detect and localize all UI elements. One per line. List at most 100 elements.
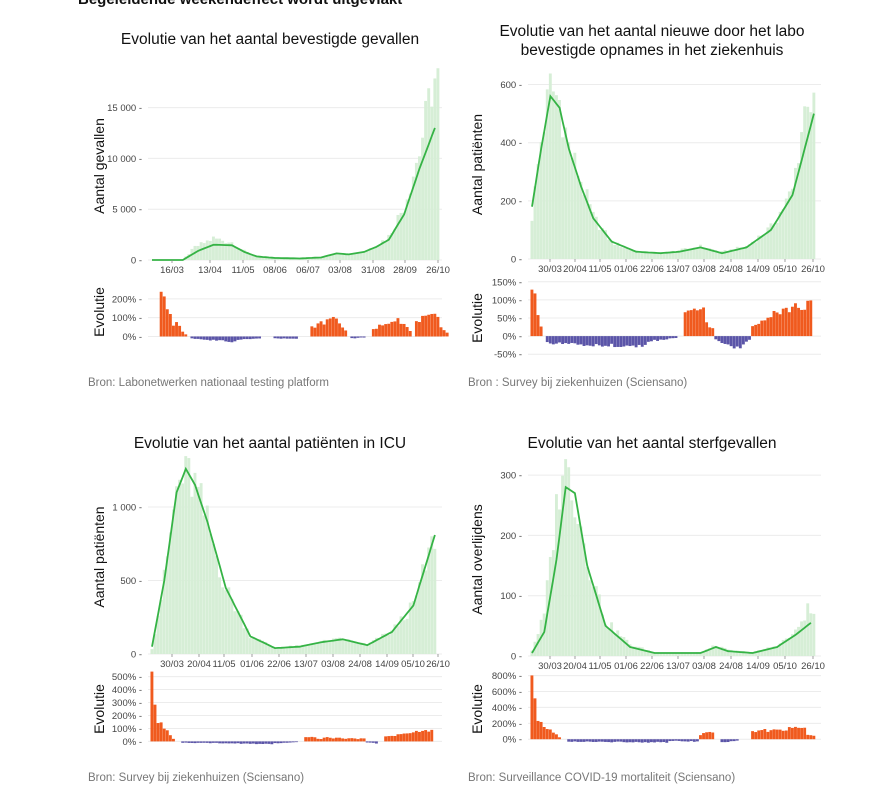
evolution-y-tick-label: -50% - (494, 350, 522, 361)
evolution-bar-positive (683, 312, 687, 337)
x-tick-label: 05/10 (773, 264, 797, 275)
evolution-bar-positive (760, 320, 764, 337)
evolution-bar-positive (165, 730, 169, 742)
data-bar (576, 175, 580, 259)
evolution-y-tick-label: 200% - (492, 719, 522, 730)
x-tick-label: 30/03 (160, 659, 184, 670)
evolution-bar-negative (251, 741, 255, 744)
data-bar (239, 614, 243, 654)
evolution-bar-positive (331, 738, 335, 742)
evolution-bar-negative (285, 741, 289, 743)
x-tick-label: 20/04 (187, 659, 211, 670)
evolution-bar-positive (708, 731, 712, 740)
evolution-bar-negative (738, 336, 742, 349)
data-bar (542, 132, 546, 259)
evolution-bar-negative (604, 739, 607, 742)
data-bar (781, 639, 785, 656)
evolution-bar-negative (732, 739, 736, 742)
evolution-bar-negative (248, 741, 252, 744)
data-bar (594, 586, 598, 656)
evolution-bar-negative (650, 336, 653, 342)
evolution-bar-negative (720, 739, 724, 743)
data-bar (671, 652, 675, 656)
evolution-bar-negative (573, 739, 577, 742)
evolution-bar-negative (735, 336, 739, 347)
smoothed-line (151, 466, 436, 650)
data-bar (396, 214, 400, 260)
data-bar (778, 643, 782, 656)
data-bar (732, 650, 736, 656)
data-bar (772, 225, 776, 259)
evolution-bar-positive (794, 303, 797, 337)
evolution-bar-positive (686, 310, 690, 337)
evolution-bar-negative (650, 739, 653, 743)
data-bar (242, 628, 246, 654)
data-bar (285, 646, 289, 654)
evolution-bar-positive (751, 326, 755, 337)
data-bar (702, 651, 705, 656)
data-bar (656, 252, 660, 259)
evolution-bar-negative (729, 336, 733, 347)
data-bar (797, 163, 800, 259)
evolution-y-tick-label: 200% - (112, 711, 142, 722)
evolution-bar-negative (579, 739, 583, 742)
data-bar (218, 238, 222, 260)
data-bar (665, 652, 669, 656)
evolution-bar-positive (772, 310, 776, 337)
evolution-bar-positive (414, 730, 418, 742)
evolution-bar-positive (399, 734, 403, 742)
x-tick-label: 03/08 (692, 661, 716, 672)
data-bar (414, 162, 418, 260)
data-bar (374, 247, 378, 260)
data-bar (387, 234, 391, 260)
evolution-bar-positive (384, 736, 388, 742)
evolution-bar-negative (671, 336, 675, 339)
data-bar (686, 652, 690, 656)
x-tick-label: 16/03 (160, 265, 184, 276)
data-bar (794, 629, 797, 656)
data-bar (421, 137, 424, 260)
evolution-bar-negative (282, 741, 286, 743)
data-bar (304, 258, 308, 260)
y-tick-label: 1 000 - (112, 503, 142, 514)
data-bar (732, 250, 736, 259)
data-bar (619, 247, 623, 259)
evolution-bar-negative (720, 336, 724, 344)
evolution-bar-negative (643, 336, 647, 345)
x-tick-label: 22/06 (640, 661, 664, 672)
data-bar (251, 255, 255, 260)
evolution-bar-negative (279, 336, 283, 339)
evolution-bar-positive (421, 315, 424, 337)
evolution-y-tick-label: 0% - (502, 332, 522, 343)
evolution-bar-negative (258, 336, 262, 339)
data-bar (156, 615, 160, 654)
data-bar (393, 624, 397, 654)
evolution-bar-positive (790, 306, 794, 337)
data-bar (674, 252, 678, 259)
evolution-bar-positive (310, 326, 314, 337)
source-note-hospital-admissions: Bron : Survey bij ziekenhuizen (Sciensan… (468, 377, 688, 389)
x-tick-label: 14/09 (746, 661, 770, 672)
evolution-bar-negative (616, 336, 620, 347)
x-tick-label: 26/10 (801, 264, 825, 275)
data-bar (640, 647, 644, 656)
evolution-bar-positive (184, 334, 188, 337)
evolution-bar-positive (530, 289, 534, 337)
data-bar (258, 256, 262, 260)
data-bar (295, 645, 298, 654)
data-bar (353, 252, 357, 260)
evolution-bar-negative (221, 741, 225, 744)
data-bar (597, 229, 601, 259)
evolution-bar-positive (436, 316, 440, 337)
evolution-bar-positive (530, 675, 534, 740)
data-bar (695, 652, 699, 656)
data-bar (600, 614, 604, 656)
y-axis-label: Aantal overlijdens (469, 504, 485, 615)
evolution-bar-negative (732, 336, 736, 349)
data-bar (530, 220, 534, 259)
data-bar (561, 137, 565, 259)
data-bar (643, 650, 647, 656)
data-bar (264, 641, 268, 654)
data-bar (600, 228, 604, 259)
evolution-bar-positive (539, 721, 543, 740)
